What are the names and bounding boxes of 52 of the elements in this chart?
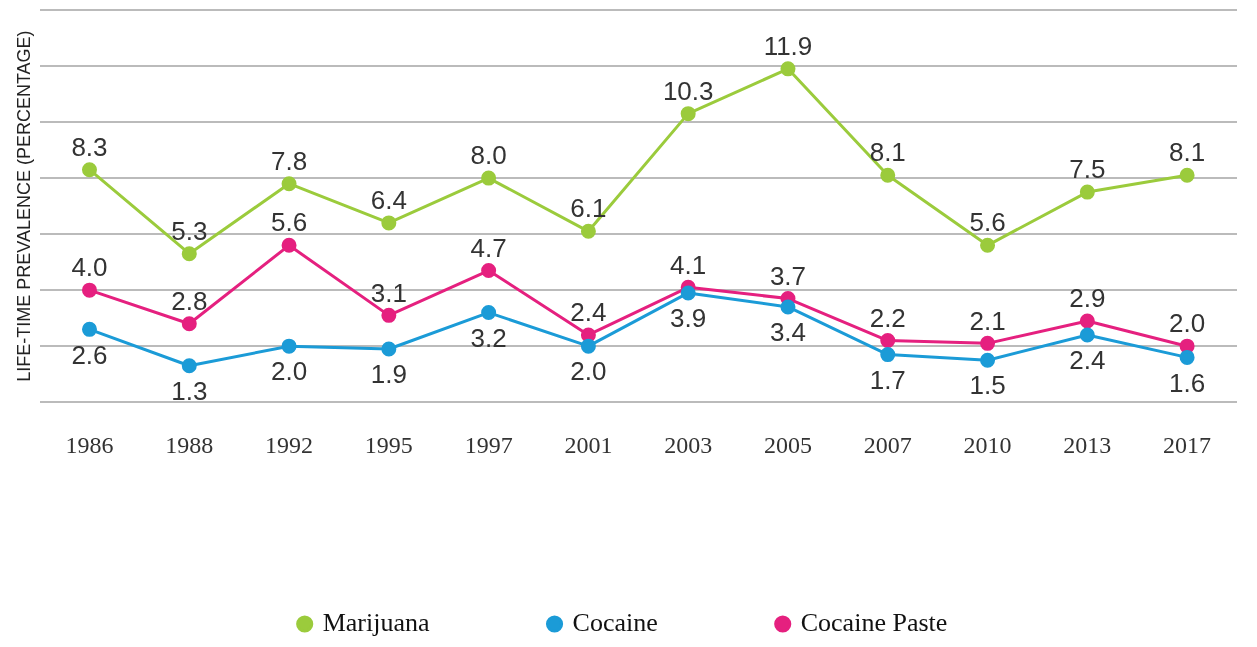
x-tick-label: 1992 [265,431,314,458]
data-label: 2.8 [171,285,208,316]
data-label: 2.0 [1169,308,1206,339]
data-label: 6.1 [570,193,607,224]
data-label: 3.2 [470,322,507,353]
data-label: 2.4 [1069,345,1106,376]
x-tick-label: 1986 [65,431,114,458]
data-label: 2.0 [570,356,607,387]
data-label: 3.4 [769,317,807,348]
x-tick-label: 2001 [564,431,613,458]
data-label: 8.1 [1169,137,1206,168]
x-tick-label: 1995 [364,431,413,458]
data-label: 4.1 [670,249,707,280]
data-label: 2.4 [570,297,607,328]
x-tick-label: 2017 [1163,431,1212,458]
data-label: 2.0 [270,356,308,387]
y-axis-title: LIFE-TIME PREVALENCE (PERCENTAGE) [13,30,34,382]
x-tick-label: 2003 [664,431,713,458]
data-label: 7.5 [1069,154,1106,185]
legend-label: Cocaine [572,607,658,637]
data-label: 1.3 [171,375,208,406]
data-label: 1.5 [969,370,1006,401]
x-tick-label: 1997 [464,431,513,458]
data-label: 3.1 [370,277,407,308]
data-label: 1.9 [370,359,407,390]
data-label: 8.3 [71,131,108,162]
data-label: 8.0 [470,140,507,171]
x-tick-label: 2013 [1063,431,1112,458]
x-tick-label: 2005 [763,431,812,458]
data-label: 2.1 [969,305,1006,336]
data-label: 4.7 [470,232,507,263]
data-label: 2.9 [1069,283,1106,314]
x-tick-label: 1988 [165,431,214,458]
x-tick-label: 2010 [963,431,1012,458]
data-label: 5.6 [270,207,308,238]
data-label: 10.3 [662,75,714,106]
data-label: 1.7 [869,364,906,395]
x-tick-label: 2007 [863,431,912,458]
data-label: 8.1 [869,137,906,168]
data-label: 2.2 [869,302,906,333]
data-label: 3.9 [670,303,707,334]
data-label: 4.0 [71,252,108,283]
data-label: 3.7 [769,260,807,291]
data-label: 11.9 [763,31,813,61]
data-label: 6.4 [370,185,407,216]
data-label: 5.6 [969,207,1006,238]
data-label: 5.3 [171,215,208,246]
legend-label: Marijuana [322,607,431,637]
data-label: 1.6 [1169,367,1206,398]
legend-label: Cocaine Paste [800,607,948,637]
data-label: 7.8 [270,145,308,176]
data-label: 2.6 [71,339,108,370]
